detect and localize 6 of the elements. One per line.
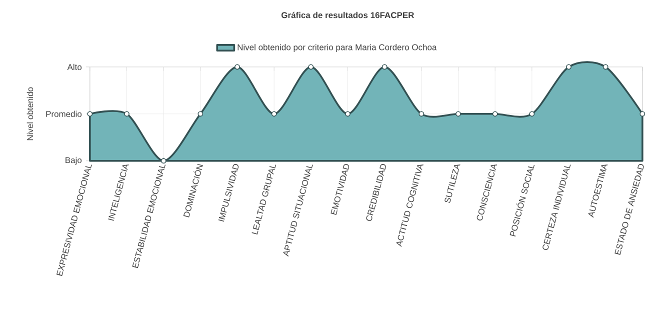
chart-title: Gráfica de resultados 16FACPER — [281, 12, 414, 18]
legend-label: Nivel obtenido por criterio para Maria Cordero Ochoa — [238, 44, 437, 52]
text: Alto — [67, 64, 82, 70]
text: Bajo — [66, 157, 82, 165]
y-axis-title: Nivel obtenido — [26, 87, 34, 140]
text: Promedio — [46, 110, 82, 118]
